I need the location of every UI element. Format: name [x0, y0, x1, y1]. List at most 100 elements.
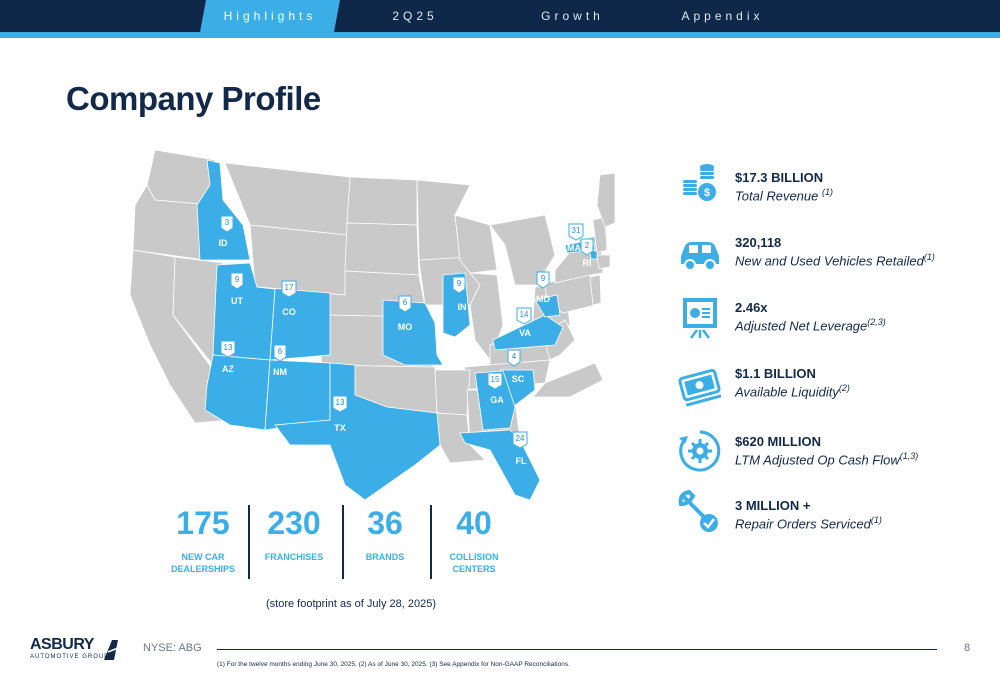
state-nj	[589, 274, 602, 306]
state-mi	[489, 214, 556, 286]
svg-text:13: 13	[224, 343, 233, 352]
kpi-value-vehicles-retailed: 320,118	[735, 235, 782, 250]
pin-id: 3 ID	[219, 215, 234, 248]
svg-text:MD: MD	[536, 294, 550, 304]
kpi-label-vehicles-retailed: New and Used Vehicles Retailed(1)	[735, 252, 935, 269]
top-nav: Highlights 2Q25 Growth Appendix	[0, 0, 1000, 32]
pin-sc: 4 SC	[507, 349, 525, 384]
stat-value: 40	[456, 505, 492, 541]
svg-text:24: 24	[516, 434, 525, 443]
kpi-label-liquidity: Available Liquidity(2)	[735, 383, 850, 400]
stat-label: BRANDS	[365, 552, 405, 562]
svg-text:4: 4	[512, 352, 517, 361]
stat-brands: 36 BRANDS	[350, 505, 420, 563]
stat-divider	[430, 505, 432, 579]
svg-text:FL: FL	[516, 456, 527, 466]
stat-new-car-dealerships: 175 NEW CAR DEALERSHIPS	[160, 505, 246, 575]
svg-text:SC: SC	[512, 374, 525, 384]
state-tx	[274, 362, 441, 501]
brand-mark-icon	[104, 640, 119, 660]
pin-tx: 13 TX	[332, 395, 348, 433]
svg-text:ID: ID	[219, 238, 229, 248]
pin-ri: 2 RI	[580, 238, 594, 268]
tab-highlights[interactable]: Highlights	[200, 0, 340, 32]
state-co	[256, 286, 331, 361]
state-sd	[344, 222, 420, 276]
pin-fl: 24 FL	[512, 431, 528, 466]
gear-cycle-icon	[679, 430, 721, 472]
tab-growth[interactable]: Growth	[541, 9, 604, 23]
coins-icon: $	[683, 164, 716, 201]
svg-text:9: 9	[457, 279, 462, 288]
page-number: 8	[964, 642, 971, 654]
wrench-check-icon	[678, 490, 718, 532]
svg-text:UT: UT	[231, 296, 243, 306]
state-md	[534, 294, 561, 318]
tab-2q25[interactable]: 2Q25	[392, 9, 438, 23]
kpi-value-op-cash-flow: $620 MILLION	[735, 434, 821, 449]
state-wi	[454, 214, 498, 274]
svg-text:GA: GA	[490, 395, 504, 405]
stat-collision-centers: 40 COLLISION CENTERS	[434, 505, 514, 575]
svg-text:CO: CO	[282, 307, 296, 317]
svg-text:NM: NM	[273, 367, 287, 377]
pin-co: 17 CO	[281, 280, 297, 317]
svg-text:6: 6	[278, 347, 283, 356]
stat-value: 230	[267, 505, 321, 541]
presentation-chart-icon	[683, 298, 717, 339]
pin-ma: 31 MA	[567, 223, 584, 253]
state-fl	[459, 429, 541, 501]
state-ar	[434, 369, 471, 416]
state-ri	[589, 250, 598, 260]
svg-text:6: 6	[403, 298, 408, 307]
stat-value: 36	[367, 505, 403, 541]
pin-ga: 15 GA	[487, 372, 504, 405]
pin-ut: 9 UT	[230, 272, 244, 306]
cash-icon	[678, 368, 722, 407]
state-vt-nh	[592, 216, 608, 254]
pin-mo: 6 MO	[398, 295, 413, 332]
svg-text:MO: MO	[398, 322, 413, 332]
svg-text:3: 3	[225, 218, 230, 227]
svg-text:$: $	[704, 187, 710, 199]
stat-label: FRANCHISES	[264, 552, 324, 562]
state-il	[469, 272, 504, 361]
pin-md: 9 MD	[536, 271, 550, 304]
state-nd	[346, 176, 418, 226]
asbury-logo: ASBURY AUTOMOTIVE GROUP	[30, 636, 110, 660]
state-ct	[596, 254, 611, 270]
svg-text:MA: MA	[567, 243, 581, 253]
footnotes: (1) For the twelve months ending June 30…	[217, 661, 570, 668]
state-me	[596, 172, 615, 228]
kpi-value-repair-orders: 3 MILLION +	[735, 498, 811, 513]
tab-appendix[interactable]: Appendix	[681, 9, 764, 23]
kpi-value-liquidity: $1.1 BILLION	[735, 366, 816, 381]
kpi-label-op-cash-flow: LTM Adjusted Op Cash Flow(1,3)	[735, 451, 919, 468]
svg-text:15: 15	[491, 375, 500, 384]
stat-divider	[342, 505, 344, 579]
svg-text:17: 17	[285, 283, 294, 292]
state-nc	[532, 362, 604, 398]
store-footprint-note: (store footprint as of July 28, 2025)	[266, 598, 436, 610]
page-title: Company Profile	[66, 80, 321, 117]
state-ga	[474, 370, 516, 431]
svg-text:RI: RI	[583, 258, 592, 268]
stat-value: 175	[176, 505, 230, 541]
svg-text:13: 13	[336, 398, 345, 407]
stat-franchises: 230 FRANCHISES	[254, 505, 334, 563]
pin-in: 9 IN	[452, 276, 467, 312]
svg-text:31: 31	[572, 226, 581, 235]
svg-text:VA: VA	[519, 328, 531, 338]
kpi-label-total-revenue: Total Revenue (1)	[735, 187, 833, 204]
state-mo	[382, 299, 444, 366]
svg-text:14: 14	[520, 310, 529, 319]
pin-az: 13 AZ	[220, 340, 236, 374]
pin-va: 14 VA	[516, 307, 532, 338]
svg-text:2: 2	[585, 241, 590, 250]
pin-nm: 6 NM	[273, 344, 287, 377]
state-va	[492, 314, 564, 351]
state-id	[196, 159, 251, 261]
kpi-value-net-leverage: 2.46x	[735, 300, 768, 315]
